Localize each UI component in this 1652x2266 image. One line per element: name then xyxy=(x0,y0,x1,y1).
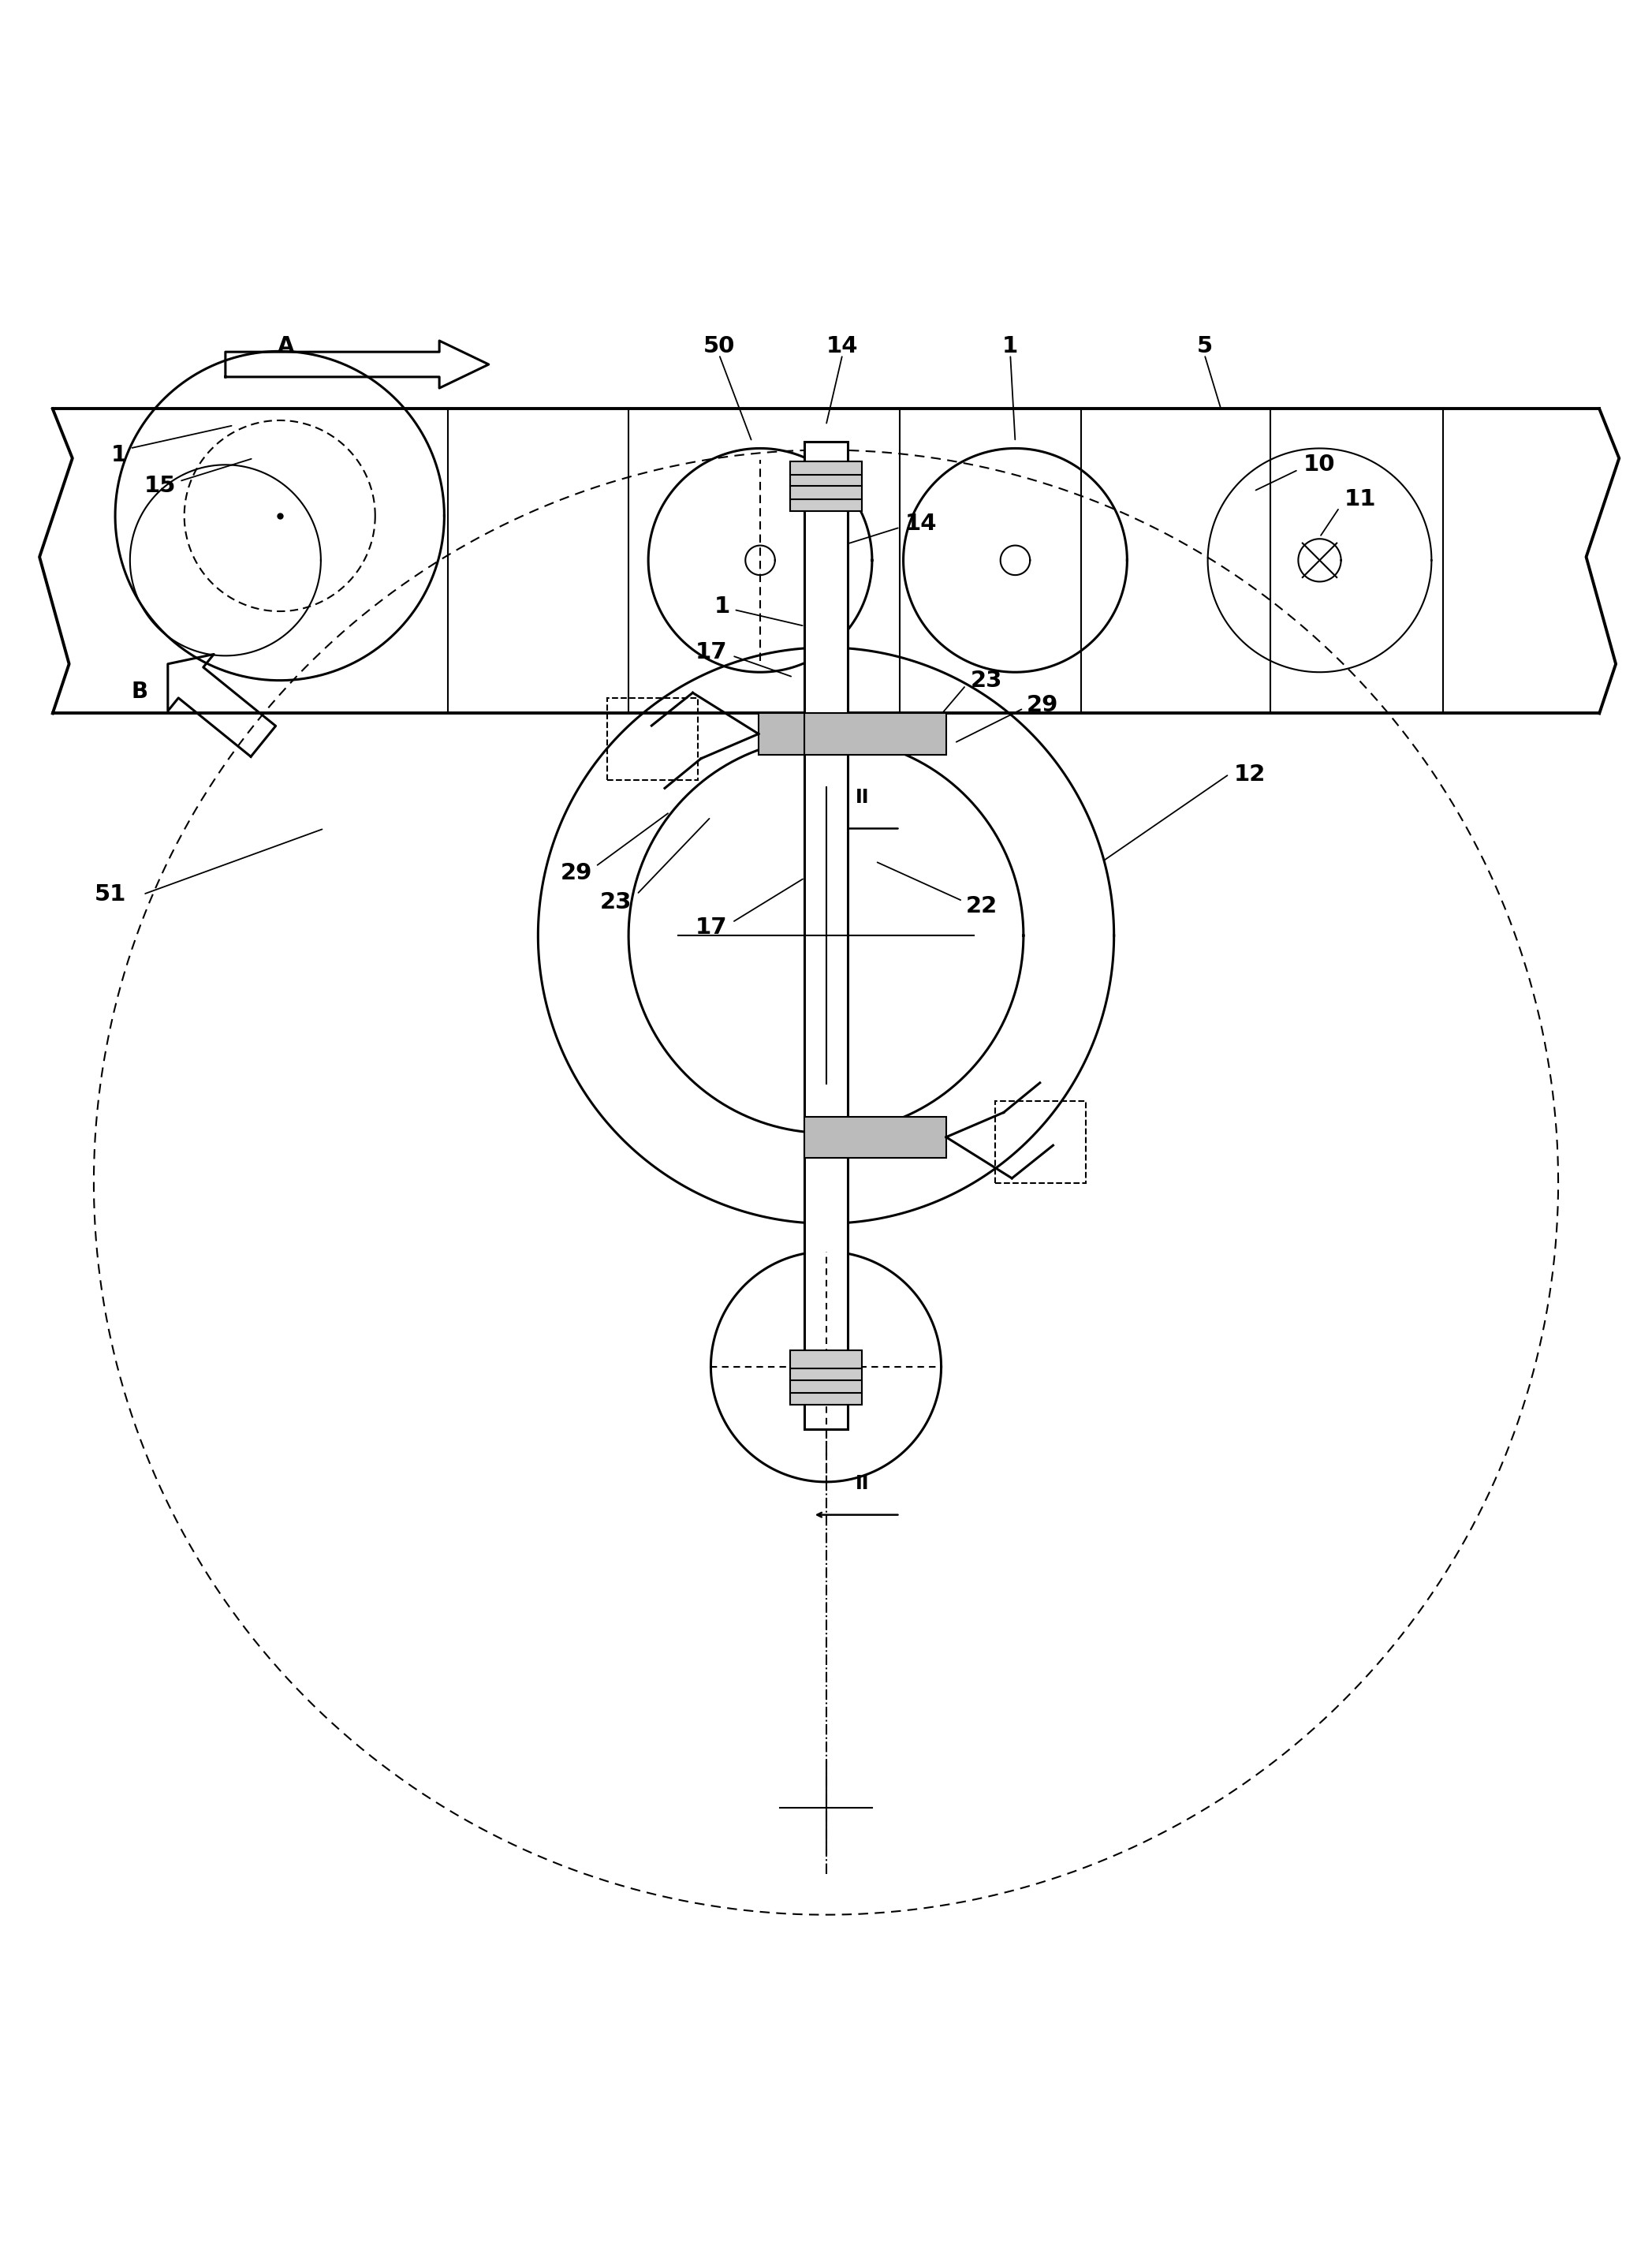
Text: A: A xyxy=(278,335,294,358)
Text: II: II xyxy=(856,1475,869,1493)
Bar xyxy=(805,442,847,1430)
Text: 14: 14 xyxy=(826,335,859,358)
Text: 15: 15 xyxy=(144,476,177,496)
Text: 1: 1 xyxy=(1003,335,1018,358)
Bar xyxy=(758,714,805,755)
Text: 29: 29 xyxy=(560,861,593,884)
Text: 50: 50 xyxy=(704,335,735,358)
Text: 17: 17 xyxy=(695,915,727,938)
Bar xyxy=(805,714,947,755)
Text: 29: 29 xyxy=(1028,693,1059,716)
Bar xyxy=(608,698,697,780)
Text: 5: 5 xyxy=(1196,335,1213,358)
Text: II: II xyxy=(856,789,869,807)
Bar xyxy=(805,1117,947,1158)
Text: 51: 51 xyxy=(94,884,126,906)
Text: 12: 12 xyxy=(1234,764,1265,786)
Bar xyxy=(790,462,862,510)
Text: 23: 23 xyxy=(600,891,631,913)
Text: 1: 1 xyxy=(715,596,730,616)
Text: 14: 14 xyxy=(905,512,937,535)
Bar xyxy=(996,1101,1085,1183)
Text: B: B xyxy=(132,680,149,702)
Bar xyxy=(790,1351,862,1405)
Text: 11: 11 xyxy=(1345,489,1376,510)
Text: 22: 22 xyxy=(966,895,998,918)
Text: 17: 17 xyxy=(695,641,727,664)
Text: 23: 23 xyxy=(971,668,1003,691)
Text: 10: 10 xyxy=(1303,453,1335,476)
Text: 1: 1 xyxy=(111,444,127,467)
